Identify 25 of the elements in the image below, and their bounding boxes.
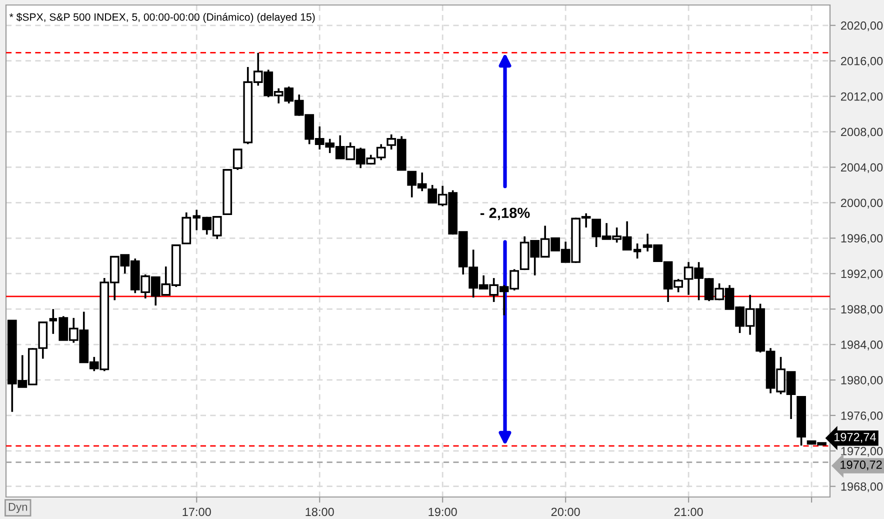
text: * $SPX, S&P 500 INDEX, 5, 00:00-00:00 (Dinámico) (delayed 15) — [9, 12, 315, 23]
y-tick-label: 2000,00 — [841, 198, 883, 208]
x-tick-label: 21:00 — [674, 508, 703, 516]
y-tick-label: 2016,00 — [841, 56, 883, 67]
y-tick-label: 1968,00 — [841, 482, 883, 492]
y-tick-label: 1992,00 — [841, 270, 883, 280]
y-tick-label: 1972,00 — [841, 446, 883, 457]
annotation: - 2,18% — [480, 208, 530, 220]
x-tick-label: 19:00 — [428, 508, 457, 516]
y-tick-label: 1984,00 — [841, 340, 883, 350]
text: Dyn — [8, 503, 28, 513]
y-tick-label: 2020,00 — [841, 21, 883, 32]
x-tick-label: 18:00 — [306, 508, 334, 516]
y-tick-label: 2012,00 — [841, 92, 883, 102]
y-tick-label: 2004,00 — [841, 163, 883, 174]
x-tick-label: 20:00 — [551, 508, 580, 516]
candlestick — [232, 148, 242, 171]
y-tick-label: 1996,00 — [841, 234, 883, 244]
annotation: 1972,74 — [834, 432, 876, 443]
y-tick-label: 1988,00 — [841, 305, 883, 315]
y-tick-label: 1976,00 — [841, 411, 883, 422]
y-tick-label: 1980,00 — [841, 376, 883, 386]
y-tick-label: 2008,00 — [841, 128, 883, 138]
x-tick-label: 17:00 — [182, 508, 211, 516]
ref-line-label: 1970,72 — [840, 460, 882, 470]
